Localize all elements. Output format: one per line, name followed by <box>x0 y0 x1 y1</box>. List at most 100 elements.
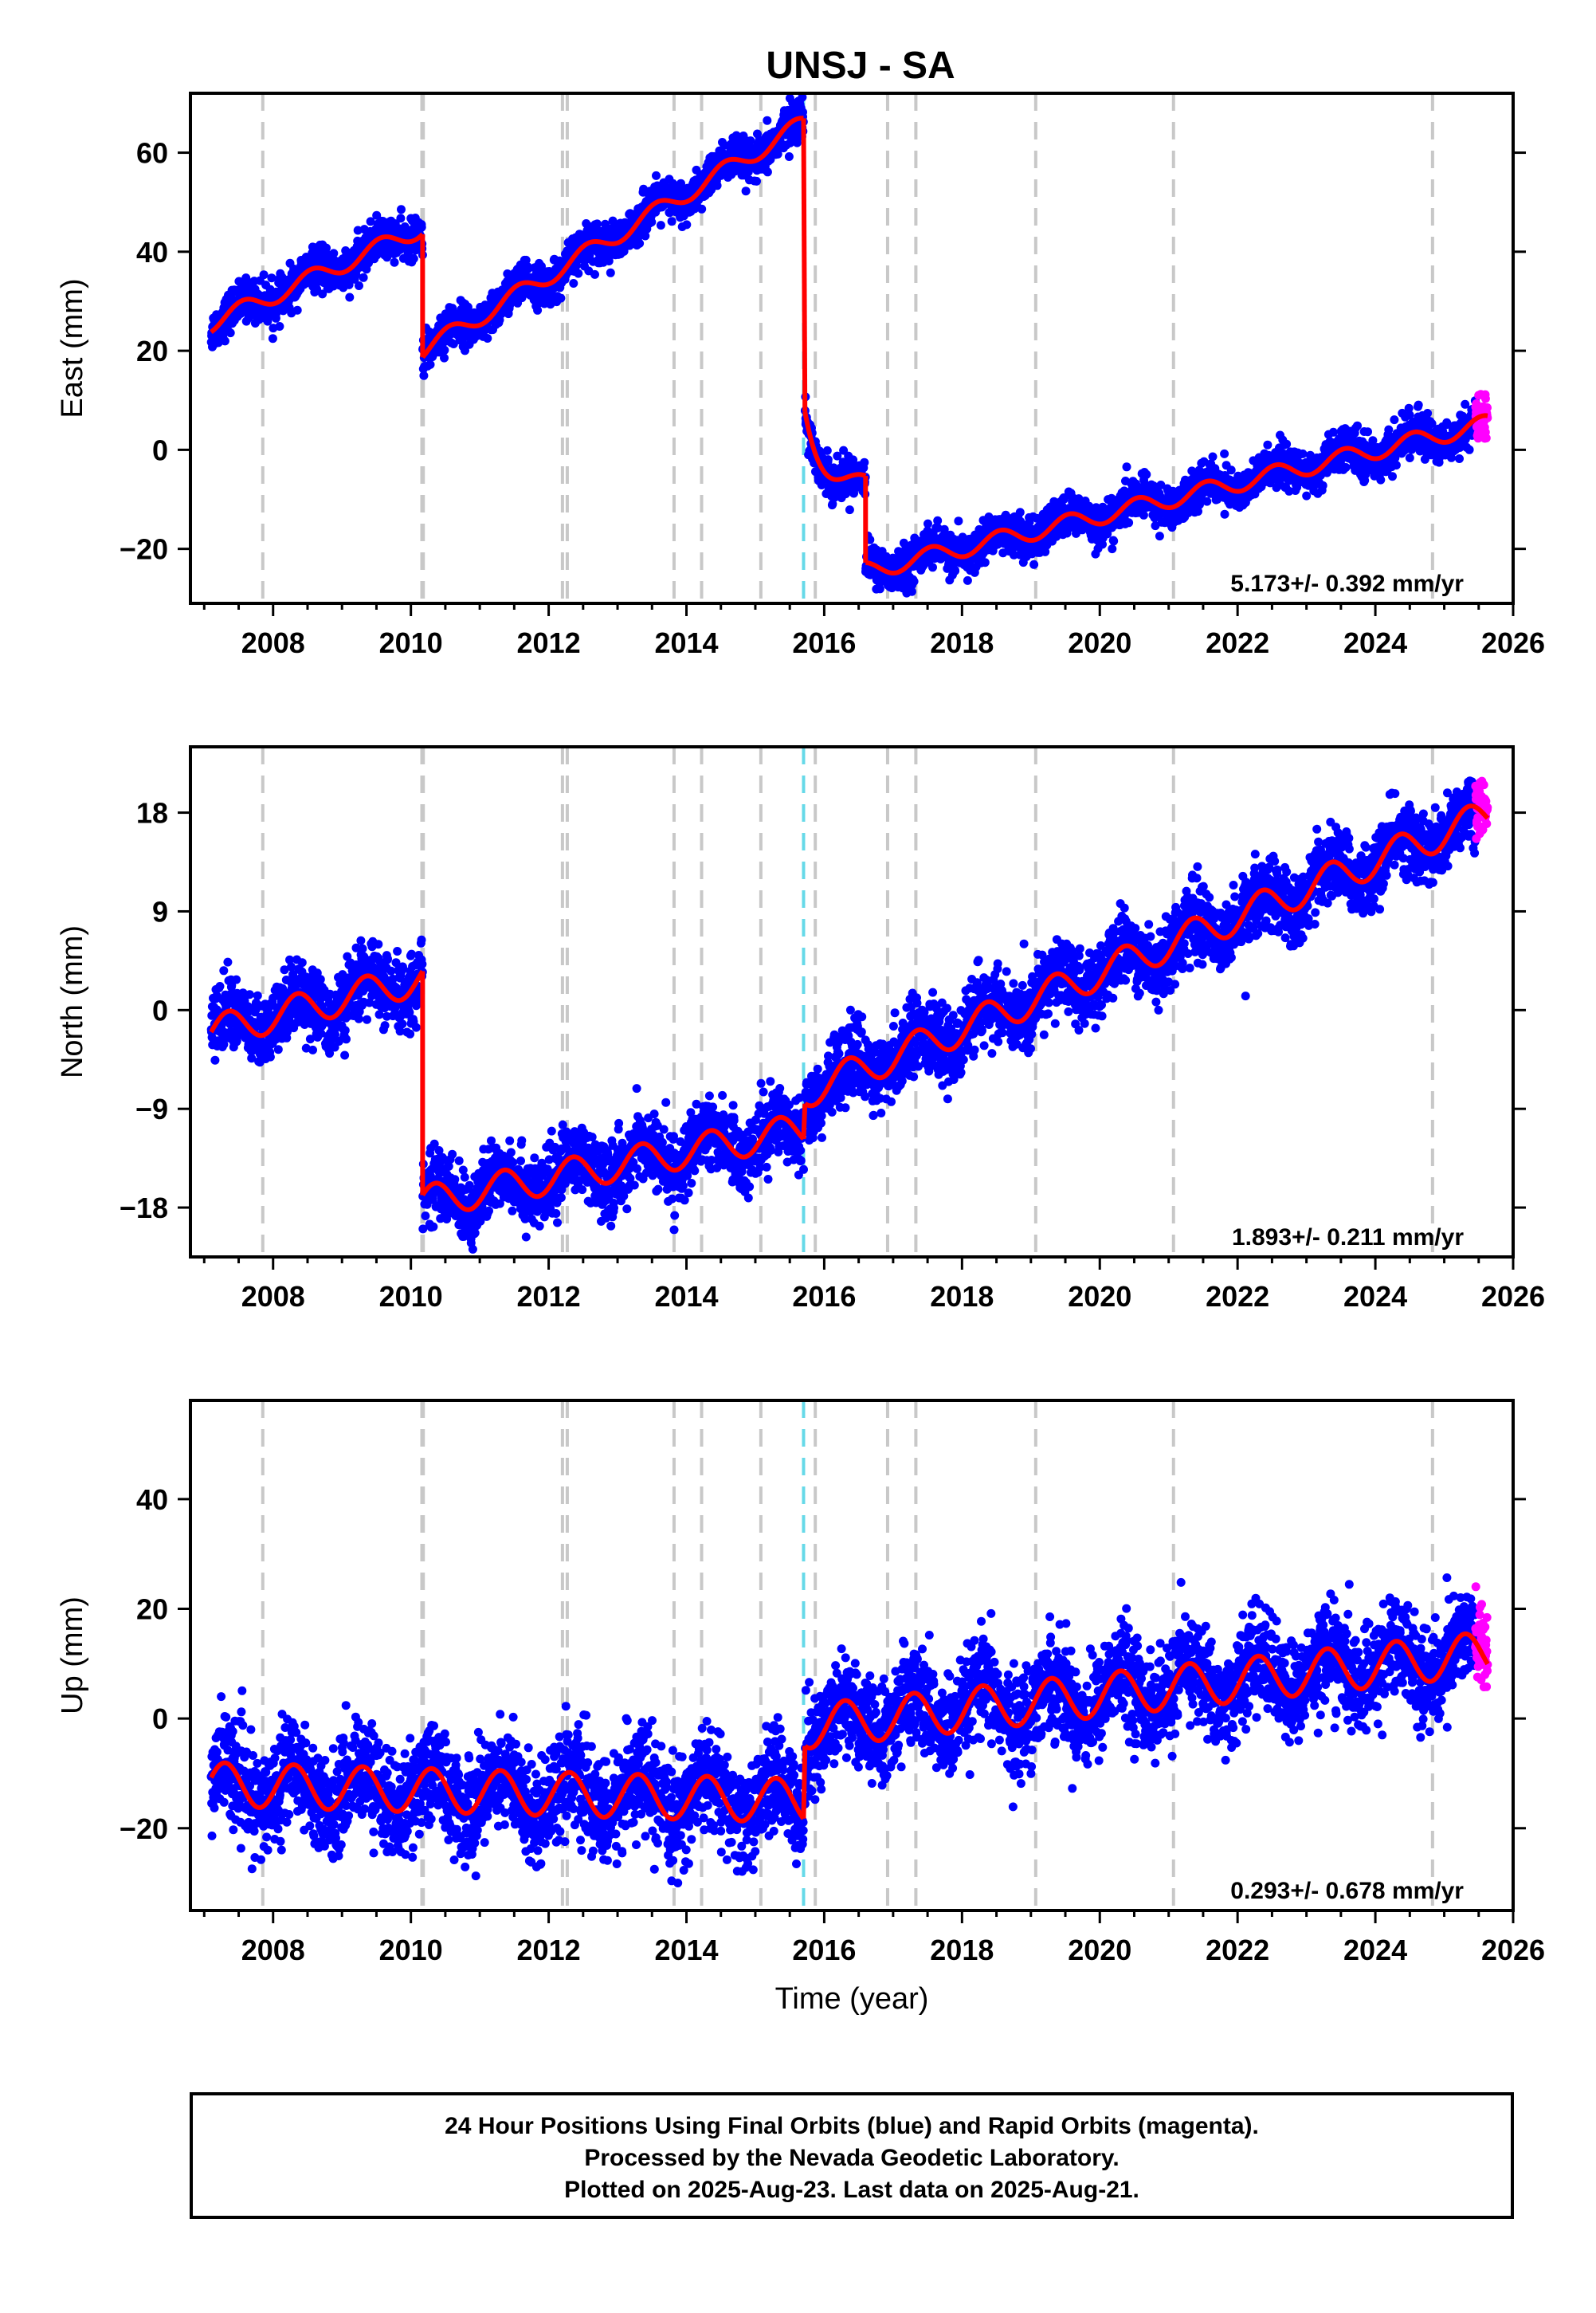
x-tick-label: 2008 <box>241 626 305 659</box>
final-orbit-point <box>1391 461 1401 470</box>
final-orbit-point <box>593 219 602 229</box>
final-orbit-point <box>1142 469 1151 479</box>
final-orbit-point <box>606 268 615 277</box>
x-tick-label: 2012 <box>517 626 581 659</box>
final-orbit-point <box>963 575 972 585</box>
x-tick-label: 2024 <box>1343 626 1407 659</box>
final-orbit-point <box>1405 454 1414 462</box>
final-orbit-point <box>1108 544 1117 554</box>
x-tick-label: 2010 <box>379 626 443 659</box>
final-orbit-point <box>1226 465 1236 475</box>
final-orbit-point <box>1341 463 1351 472</box>
final-orbit-point <box>1263 440 1272 450</box>
final-orbit-point <box>419 371 429 380</box>
y-tick-label: −20 <box>120 533 168 566</box>
final-orbit-point <box>259 270 269 280</box>
final-orbit-point <box>647 218 657 227</box>
final-orbit-point <box>220 336 229 346</box>
final-orbit-point <box>344 280 354 289</box>
final-orbit-point <box>652 171 661 180</box>
final-orbit-point <box>219 966 229 976</box>
final-orbit-point <box>763 167 772 177</box>
y-tick-label: 60 <box>136 137 168 170</box>
final-orbit-point <box>763 116 772 125</box>
final-orbit-point <box>417 222 426 232</box>
final-orbit-point <box>928 563 937 572</box>
x-tick-label: 2016 <box>792 626 856 659</box>
north-scatter <box>206 776 1492 1254</box>
final-orbit-point <box>397 205 406 214</box>
final-orbit-point <box>1423 409 1433 418</box>
final-orbit-point <box>682 220 692 230</box>
final-orbit-point <box>225 328 235 338</box>
final-orbit-point <box>1124 518 1134 528</box>
final-orbit-point <box>954 516 963 526</box>
x-tick-label: 2014 <box>654 626 718 659</box>
final-orbit-point <box>223 957 233 967</box>
final-orbit-point <box>656 221 665 230</box>
east-scatter <box>206 92 1492 598</box>
final-orbit-point <box>366 217 375 226</box>
final-orbit-point <box>1363 427 1372 437</box>
final-orbit-point <box>1353 421 1362 430</box>
y-tick-label: 0 <box>152 434 168 466</box>
east-model <box>209 116 1490 575</box>
final-orbit-point <box>1155 532 1164 541</box>
east-x-ticks: 2008 2010 2012 2014 2016 2018 2020 2022 2024 2026 <box>202 603 1545 659</box>
final-orbit-point <box>1139 510 1148 520</box>
final-orbit-point <box>275 322 284 331</box>
final-orbit-point <box>860 457 869 467</box>
final-orbit-point <box>1282 439 1292 449</box>
final-orbit-point <box>1318 481 1327 490</box>
final-orbit-point <box>1015 508 1025 517</box>
final-orbit-point <box>1208 452 1218 461</box>
final-orbit-point <box>875 584 884 594</box>
final-orbit-point <box>396 214 406 223</box>
final-orbit-point <box>1109 536 1119 546</box>
north-panel: 2008 2010 2012 2014 2016 2018 2020 2022 2024 2026… <box>56 745 1545 1313</box>
x-tick-label: 2022 <box>1206 626 1269 659</box>
final-orbit-point <box>845 505 854 515</box>
final-orbit-point <box>440 353 449 363</box>
model-offset-step <box>801 118 808 412</box>
final-orbit-point <box>1220 449 1229 458</box>
final-orbit-point <box>712 181 722 190</box>
final-orbit-point <box>210 1055 220 1065</box>
final-orbit-point <box>292 305 302 315</box>
final-orbit-point <box>980 558 990 567</box>
final-orbit-point <box>267 273 276 283</box>
east-panel: 2008 2010 2012 2014 2016 2018 2020 2022 2024 2026… <box>56 92 1545 659</box>
final-orbit-point <box>359 273 368 282</box>
final-orbit-point <box>1220 509 1229 519</box>
east-rate-label: 5.173+/- 0.392 mm/yr <box>1230 571 1464 597</box>
final-orbit-point <box>1202 497 1212 506</box>
final-orbit-point <box>1390 415 1399 425</box>
y-tick-label: 40 <box>136 236 168 269</box>
final-orbit-point <box>909 577 919 586</box>
final-orbit-point <box>268 334 277 344</box>
final-orbit-point <box>1298 449 1308 458</box>
final-orbit-point <box>1302 491 1312 501</box>
final-orbit-point <box>353 226 363 235</box>
final-orbit-point <box>822 446 832 455</box>
final-orbit-point <box>923 519 932 528</box>
y-tick-label: 20 <box>136 335 168 367</box>
east-plot-frame <box>189 92 1515 605</box>
final-orbit-point <box>1414 400 1423 410</box>
final-orbit-point <box>409 254 418 263</box>
final-orbit-point <box>1384 425 1394 434</box>
final-orbit-point <box>318 289 327 299</box>
rapid-orbit-point <box>1480 394 1490 403</box>
final-orbit-point <box>425 359 435 369</box>
final-orbit-point <box>1122 462 1131 472</box>
final-orbit-point <box>635 238 645 248</box>
final-orbit-point <box>784 152 794 161</box>
final-orbit-point <box>1465 445 1474 454</box>
final-orbit-point <box>798 108 807 117</box>
final-orbit-point <box>440 345 449 355</box>
final-orbit-point <box>483 334 492 343</box>
x-tick-label: 2018 <box>930 626 994 659</box>
final-orbit-point <box>569 279 578 288</box>
final-orbit-point <box>345 293 355 302</box>
